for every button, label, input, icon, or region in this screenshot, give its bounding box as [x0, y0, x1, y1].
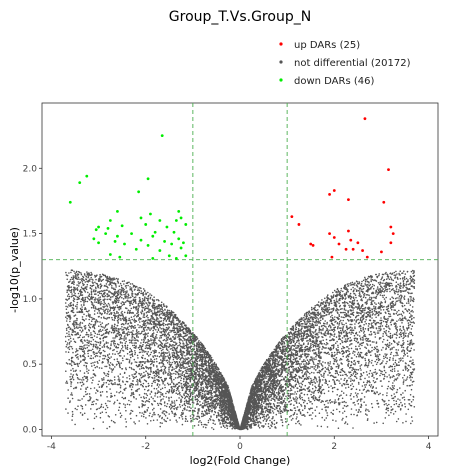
down-dar-point — [177, 237, 181, 241]
y-tick-label: 0.5 — [23, 360, 37, 370]
down-dar-point — [146, 177, 150, 181]
down-dar-point — [113, 240, 117, 243]
down-dar-point — [177, 209, 181, 213]
down-dar-point — [130, 232, 133, 235]
down-dar-point — [184, 223, 188, 226]
legend-label-down: down DARs (46) — [294, 76, 374, 87]
down-dar-point — [118, 255, 122, 259]
up-dar-point — [297, 223, 301, 226]
down-dar-point — [146, 243, 150, 247]
up-dar-point — [328, 193, 331, 196]
down-dar-point — [120, 224, 124, 228]
down-dar-point — [151, 257, 155, 260]
up-dar-point — [349, 238, 353, 242]
up-dar-point — [332, 189, 336, 192]
up-dar-point — [337, 242, 341, 246]
down-dar-point — [104, 232, 108, 235]
down-dar-point — [92, 237, 96, 241]
down-dar-point — [139, 216, 143, 220]
down-dar-point — [158, 219, 162, 222]
down-dar-point — [68, 200, 72, 204]
up-dar-point — [351, 247, 355, 251]
x-axis-ticks: -4 -2 0 2 4 — [47, 436, 432, 452]
up-dar-point — [311, 243, 315, 247]
legend-marker-not-differential — [279, 60, 283, 64]
y-tick-label: 1.0 — [23, 295, 38, 305]
down-dar-point — [179, 216, 183, 220]
up-dar-point — [347, 229, 350, 233]
down-dar-point — [172, 230, 176, 234]
down-dar-point — [151, 234, 155, 238]
up-dar-point — [382, 200, 386, 204]
down-dar-point — [160, 134, 164, 138]
down-dar-point — [97, 225, 100, 229]
legend-marker-up — [279, 42, 283, 46]
down-dar-point — [153, 230, 157, 234]
up-dar-point — [347, 198, 350, 202]
threshold-lines — [42, 103, 438, 436]
down-dar-point — [139, 238, 143, 242]
down-dar-point — [108, 219, 112, 222]
down-dar-point — [179, 246, 183, 250]
down-dar-point — [78, 181, 82, 185]
down-dar-point — [94, 228, 98, 232]
down-dar-point — [174, 219, 178, 222]
down-dar-point — [149, 212, 152, 216]
up-dar-point — [344, 247, 348, 251]
down-dar-point — [163, 240, 166, 243]
x-axis-label: log2(Fold Change) — [190, 454, 291, 467]
legend-marker-down — [279, 78, 283, 82]
x-tick-label: 4 — [426, 442, 432, 452]
up-dar-point — [363, 117, 367, 121]
up-dar-point — [290, 215, 294, 219]
x-tick-label: -4 — [47, 442, 56, 452]
down-dar-point — [97, 241, 100, 245]
up-dar-point — [389, 225, 393, 229]
up-dar-point — [330, 255, 334, 259]
down-dar-point — [85, 174, 89, 178]
x-tick-label: 2 — [331, 442, 337, 452]
y-tick-label: 2.0 — [23, 164, 38, 174]
down-dar-point — [106, 226, 110, 230]
chart-title: Group_T.Vs.Group_N — [169, 9, 311, 25]
not-differential-points — [64, 269, 416, 431]
y-axis-label: -log10(p_value) — [8, 227, 21, 313]
down-dar-point — [167, 254, 171, 258]
legend-label-not-differential: not differential (20172) — [294, 58, 411, 69]
down-dar-point — [116, 209, 119, 213]
up-dar-point — [365, 255, 369, 259]
up-dar-point — [356, 241, 360, 245]
up-dar-point — [391, 232, 395, 235]
y-tick-label: 1.5 — [23, 230, 37, 240]
y-axis-ticks: 0.0 0.5 1.0 1.5 2.0 — [23, 164, 42, 435]
up-dar-point — [387, 168, 390, 172]
down-dar-point — [184, 254, 188, 258]
down-dar-point — [116, 234, 119, 238]
up-dars-points — [290, 117, 395, 259]
legend-label-up: up DARs (25) — [294, 40, 360, 51]
down-dar-point — [182, 241, 185, 245]
down-dar-point — [123, 242, 126, 246]
x-tick-label: -2 — [141, 442, 150, 452]
legend: up DARs (25) not differential (20172) do… — [279, 40, 411, 87]
up-dar-point — [361, 249, 364, 252]
down-dars-points — [68, 134, 188, 260]
y-tick-label: 0.0 — [23, 425, 38, 435]
up-dar-point — [309, 242, 313, 246]
up-dar-point — [332, 236, 336, 239]
up-dar-point — [389, 241, 393, 245]
down-dar-point — [165, 225, 169, 229]
down-dar-point — [158, 249, 162, 252]
up-dar-point — [380, 250, 383, 254]
up-dar-point — [328, 232, 331, 235]
down-dar-point — [137, 190, 141, 194]
down-dar-point — [174, 257, 178, 260]
down-dar-point — [144, 223, 148, 226]
down-dar-point — [170, 242, 174, 246]
x-tick-label: 0 — [237, 442, 243, 452]
not-differential-cloud — [64, 269, 416, 431]
down-dar-point — [108, 253, 112, 256]
down-dar-point — [134, 247, 138, 251]
